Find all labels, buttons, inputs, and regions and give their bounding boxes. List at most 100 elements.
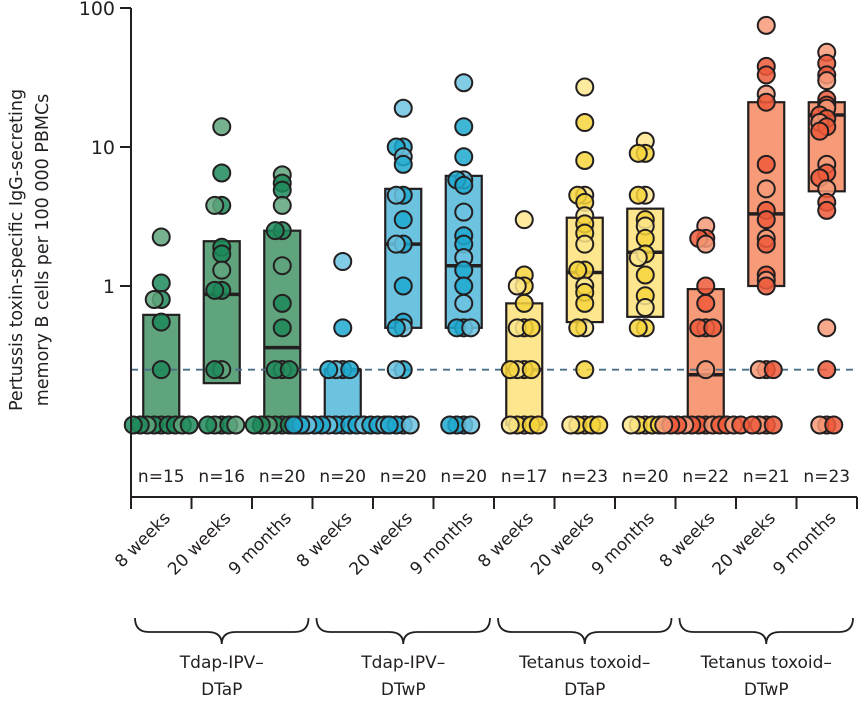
data-point [440, 415, 460, 435]
x-tick-label: 9 months [225, 508, 296, 579]
data-point [279, 360, 299, 380]
data-point [742, 415, 762, 435]
group-label-line-2: DTaP [564, 680, 605, 700]
n-label: n=16 [198, 467, 245, 487]
data-point [151, 312, 171, 332]
data-point [386, 318, 406, 338]
x-tick-label: 8 weeks [293, 508, 357, 572]
data-point [696, 293, 716, 313]
group-labels: Tdap-IPV– DTaP Tdap-IPV– DTwP Tetanus toxoid… [134, 617, 854, 700]
data-point [575, 293, 595, 313]
data-point [635, 298, 655, 318]
x-tick-label: 8 weeks [656, 508, 720, 572]
x-tick-label: 20 weeks [164, 508, 235, 579]
y-tick-label: 1 [103, 276, 115, 298]
group-label-line-2: DTaP [201, 680, 242, 700]
data-point [151, 273, 171, 293]
n-label: n=20 [622, 467, 669, 487]
data-point [386, 185, 406, 205]
data-point [500, 360, 520, 380]
data-point [265, 221, 285, 241]
data-point [696, 276, 716, 296]
n-label: n=15 [138, 467, 185, 487]
n-label: n=23 [561, 467, 608, 487]
data-point [319, 360, 339, 380]
data-point [212, 117, 232, 137]
data-point [628, 185, 648, 205]
data-point [589, 415, 609, 435]
data-point [393, 98, 413, 118]
data-point [205, 360, 225, 380]
data-point [340, 360, 360, 380]
data-point [817, 200, 837, 220]
x-tick-label: 8 weeks [474, 508, 538, 572]
data-point [198, 415, 218, 435]
y-axis-label: Pertussis toxin-specific IgG-secreting m… [7, 89, 53, 411]
data-point [454, 73, 474, 93]
data-point [756, 179, 776, 199]
data-point [568, 260, 588, 280]
x-tick-label: 9 months [588, 508, 659, 579]
data-point [212, 163, 232, 183]
data-point [756, 276, 776, 296]
data-point [763, 415, 783, 435]
data-point [635, 265, 655, 285]
data-point [272, 293, 292, 313]
n-label: n=21 [743, 467, 790, 487]
y-axis: 1 10 100 [79, 0, 132, 497]
data-point [400, 415, 420, 435]
data-point [756, 15, 776, 35]
data-point [205, 195, 225, 215]
data-point [654, 415, 674, 435]
data-point [454, 175, 474, 195]
x-tick-label: 20 weeks [527, 508, 598, 579]
data-point [756, 65, 776, 85]
data-point [123, 415, 143, 435]
n-label: n=20 [319, 467, 366, 487]
group-label-line-1: Tdap-IPV– [179, 653, 264, 673]
n-label: n=23 [803, 467, 850, 487]
group-brace [134, 617, 310, 645]
data-point [393, 276, 413, 296]
data-point [817, 318, 837, 338]
data-point [454, 260, 474, 280]
data-point [244, 415, 264, 435]
n-label: n=20 [380, 467, 427, 487]
data-point [635, 228, 655, 248]
x-tick-label: 9 months [769, 508, 840, 579]
data-point [272, 195, 292, 215]
group-label-line-2: DTwP [381, 680, 426, 700]
data-point [454, 147, 474, 167]
n-labels: n=15 n=16 n=20 n=20 n=20 n=20 n=17 n=23 n=20 n=22… [138, 467, 850, 487]
n-label: n=20 [440, 467, 487, 487]
data-point [575, 360, 595, 380]
data-point [284, 415, 304, 435]
data-point [454, 202, 474, 222]
data-point [454, 117, 474, 137]
data-point [756, 234, 776, 254]
data-point [212, 260, 232, 280]
data-point [461, 318, 481, 338]
group-label-line-1: Tdap-IPV– [360, 653, 445, 673]
x-tick-label: 9 months [406, 508, 477, 579]
data-point [628, 143, 648, 163]
data-point [144, 289, 164, 309]
data-point [454, 293, 474, 313]
data-point [454, 276, 474, 296]
n-label: n=17 [501, 467, 548, 487]
y-axis-label-line-2: memory B cells per 100 000 PBMCs [33, 94, 53, 407]
data-point [756, 210, 776, 230]
y-axis-label-line-1: Pertussis toxin-specific IgG-secreting [7, 89, 27, 411]
group-brace [315, 617, 491, 645]
data-point [756, 92, 776, 112]
data-point [817, 360, 837, 380]
data-point [528, 415, 548, 435]
data-point [461, 415, 481, 435]
data-point [500, 415, 520, 435]
n-label: n=20 [259, 467, 306, 487]
data-point [621, 415, 641, 435]
data-point [205, 280, 225, 300]
data-point [575, 234, 595, 254]
